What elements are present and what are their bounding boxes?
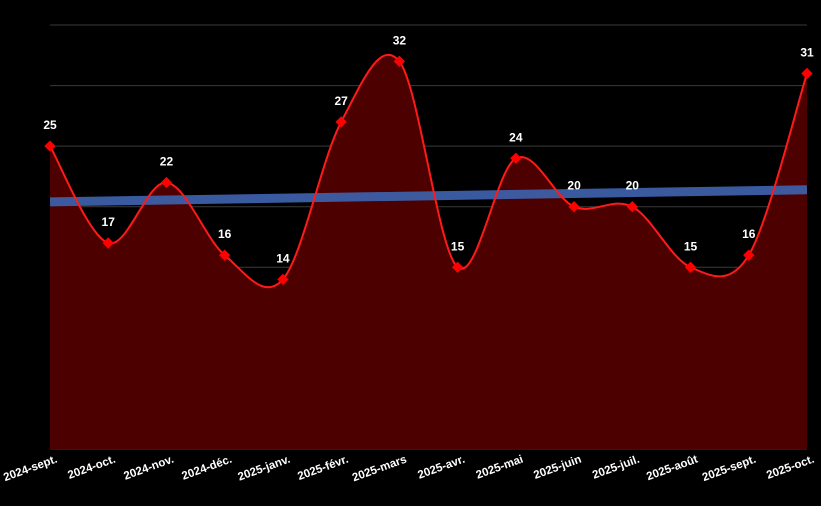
data-value-label: 31 [800, 45, 814, 59]
data-value-label: 14 [276, 251, 290, 265]
data-point-marker [44, 140, 56, 152]
x-tick-label: 2025-mars [351, 454, 409, 485]
data-value-label: 24 [509, 130, 523, 144]
data-value-label: 22 [160, 154, 174, 168]
data-value-label: 25 [43, 118, 57, 132]
x-tick-label: 2025-avr. [416, 454, 466, 482]
x-tick-label: 2025-mai [475, 454, 525, 482]
x-tick-label: 2025-oct. [765, 454, 816, 482]
data-value-label: 20 [567, 179, 581, 193]
data-value-label: 15 [451, 239, 465, 253]
data-point-marker [277, 273, 289, 286]
x-tick-label: 2025-août [645, 453, 700, 483]
x-tick-label: 2024-déc. [180, 454, 233, 483]
x-tick-label: 2024-nov. [122, 454, 175, 483]
data-point-marker [451, 261, 464, 273]
x-tick-label: 2024-oct. [66, 454, 117, 482]
data-point-marker [626, 201, 638, 213]
x-tick-label: 2025-févr. [296, 454, 350, 483]
x-tick-label: 2025-janv. [236, 454, 292, 484]
data-point-marker [743, 249, 755, 261]
trendline [49, 185, 808, 207]
data-labels: 25 17 22 16 14 27 32 15 24 20 20 15 16 31 [43, 33, 814, 265]
x-tick-label: 2024-sept. [2, 454, 59, 485]
x-tick-label: 2025-juin [532, 454, 583, 482]
data-value-label: 27 [334, 94, 348, 108]
data-point-marker [684, 261, 697, 273]
data-point-marker [568, 201, 580, 213]
x-tick-label: 2025-sept. [701, 454, 758, 485]
data-value-label: 16 [218, 227, 232, 241]
data-value-label: 20 [626, 179, 640, 193]
data-value-label: 32 [393, 33, 407, 47]
area-fill [50, 54, 807, 450]
data-value-label: 16 [742, 227, 756, 241]
data-point-marker [801, 67, 813, 80]
x-tick-label: 2025-juil. [591, 454, 641, 482]
data-point-marker [219, 249, 231, 261]
data-value-label: 15 [684, 239, 698, 253]
data-point-marker [160, 176, 173, 189]
data-value-label: 17 [102, 215, 116, 229]
data-markers [44, 55, 813, 286]
x-tick-labels: 2024-sept. 2024-oct. 2024-nov. 2024-déc. 202… [2, 453, 816, 484]
